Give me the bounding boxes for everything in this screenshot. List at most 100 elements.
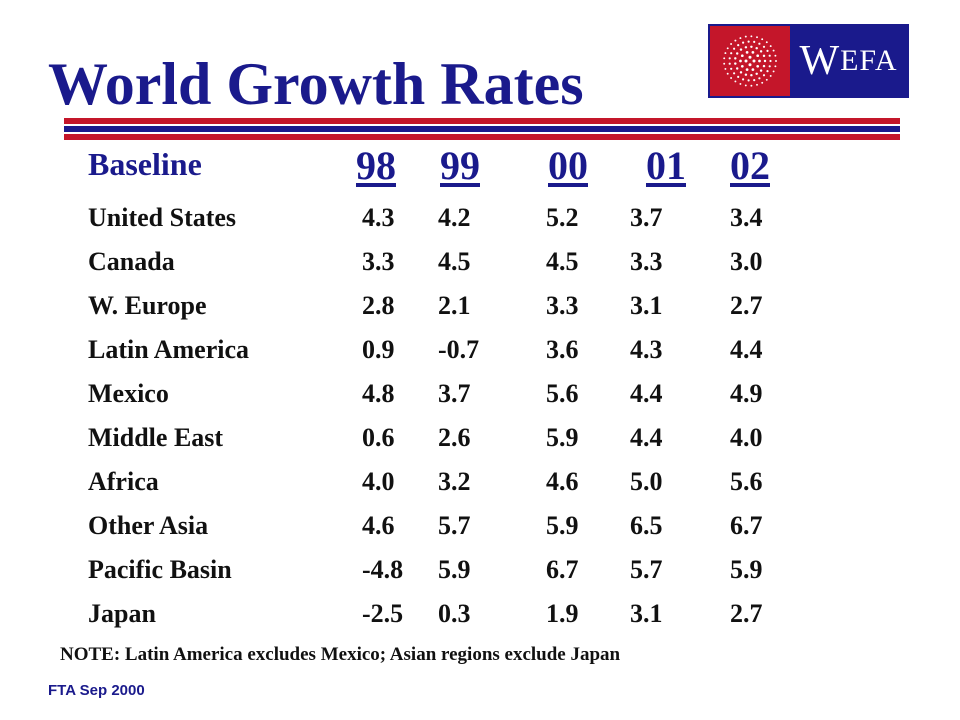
growth-value: 4.4 bbox=[630, 379, 663, 408]
logo-dot bbox=[765, 78, 768, 81]
logo-dot bbox=[772, 49, 775, 52]
logo-dot bbox=[768, 54, 771, 57]
logo-dot bbox=[730, 52, 733, 55]
growth-value: 4.6 bbox=[362, 511, 395, 540]
logo-letter-w: W bbox=[799, 38, 841, 84]
growth-value: 6.7 bbox=[730, 511, 763, 540]
growth-value: -0.7 bbox=[438, 335, 480, 364]
logo-dot bbox=[726, 47, 729, 50]
growth-value: 3.4 bbox=[730, 203, 763, 232]
logo-dot bbox=[744, 73, 748, 76]
logo-dot bbox=[734, 57, 737, 60]
logo-dot bbox=[735, 52, 739, 55]
logo-wordmark: W EFA bbox=[790, 26, 907, 96]
growth-value: 5.9 bbox=[546, 423, 579, 452]
growth-value: 0.3 bbox=[438, 599, 471, 628]
growth-value: 3.7 bbox=[438, 379, 471, 408]
growth-value: 5.2 bbox=[546, 203, 579, 232]
growth-value: 4.2 bbox=[438, 203, 471, 232]
logo-dot bbox=[739, 59, 742, 63]
logo-dot bbox=[730, 43, 733, 45]
logo-dot bbox=[733, 47, 736, 50]
growth-value: 3.3 bbox=[630, 247, 663, 276]
logo-dot bbox=[758, 77, 761, 80]
growth-value: 5.6 bbox=[730, 467, 763, 496]
table-row: Middle East 0.6 2.6 5.9 4.4 4.0 bbox=[0, 423, 960, 467]
divider-red-top bbox=[64, 118, 900, 124]
logo-dot bbox=[774, 65, 777, 68]
logo-dot-globe bbox=[710, 26, 790, 96]
logo-dot bbox=[765, 41, 768, 44]
logo-dot bbox=[756, 36, 758, 39]
growth-value: 3.3 bbox=[362, 247, 395, 276]
region-label: Canada bbox=[88, 247, 175, 276]
growth-value: 5.6 bbox=[546, 379, 579, 408]
logo-dot bbox=[772, 70, 775, 73]
logo-dot bbox=[734, 80, 737, 83]
divider-blue bbox=[64, 126, 900, 132]
growth-value: 4.9 bbox=[730, 379, 763, 408]
logo-dot bbox=[755, 46, 758, 50]
logo-dot bbox=[723, 62, 726, 65]
logo-dot bbox=[726, 72, 729, 75]
logo-dot bbox=[751, 68, 755, 71]
dot-globe-icon bbox=[723, 35, 777, 87]
logo-dot bbox=[737, 44, 740, 47]
table-row: United States 4.3 4.2 5.2 3.7 3.4 bbox=[0, 203, 960, 247]
logo-dot bbox=[751, 51, 755, 54]
growth-value: 0.9 bbox=[362, 335, 395, 364]
growth-value: -2.5 bbox=[362, 599, 404, 628]
logo-dot bbox=[762, 54, 766, 58]
year-header: 00 bbox=[548, 143, 588, 188]
logo-dot bbox=[769, 59, 772, 63]
growth-value: 0.6 bbox=[362, 423, 395, 452]
logo-dot bbox=[753, 79, 756, 82]
growth-value: 4.4 bbox=[630, 423, 663, 452]
growth-value: 4.3 bbox=[630, 335, 663, 364]
logo-dot bbox=[747, 79, 750, 82]
growth-value: 6.7 bbox=[546, 555, 579, 584]
logo-dot bbox=[758, 59, 761, 63]
logo-dot bbox=[747, 40, 750, 43]
logo-dot bbox=[744, 59, 748, 63]
logo-dot bbox=[762, 74, 766, 77]
logo-dot bbox=[748, 55, 752, 59]
table-row: W. Europe 2.8 2.1 3.3 3.1 2.7 bbox=[0, 291, 960, 335]
table-row: Pacific Basin -4.8 5.9 6.7 5.7 5.9 bbox=[0, 555, 960, 599]
logo-dot bbox=[730, 77, 733, 79]
growth-value: 5.9 bbox=[546, 511, 579, 540]
wefa-logo: W EFA bbox=[708, 24, 909, 98]
growth-value: 3.6 bbox=[546, 335, 579, 364]
logo-dot bbox=[756, 64, 760, 68]
growth-value: 6.5 bbox=[630, 511, 663, 540]
logo-dot bbox=[745, 51, 749, 54]
logo-dot bbox=[750, 73, 753, 77]
logo-dot bbox=[724, 52, 727, 55]
divider-red-bottom bbox=[64, 134, 900, 140]
table-row: Japan -2.5 0.3 1.9 3.1 2.7 bbox=[0, 599, 960, 643]
growth-value: 4.3 bbox=[362, 203, 395, 232]
logo-letters-efa: EFA bbox=[840, 44, 898, 77]
table-note: NOTE: Latin America excludes Mexico; Asi… bbox=[60, 644, 621, 665]
growth-value: 3.1 bbox=[630, 599, 663, 628]
logo-dot bbox=[734, 39, 737, 42]
growth-value: 4.0 bbox=[730, 423, 763, 452]
growth-value: 1.9 bbox=[546, 599, 579, 628]
region-label: Pacific Basin bbox=[88, 555, 232, 584]
logo-dot bbox=[763, 59, 767, 63]
logo-dot bbox=[762, 45, 766, 48]
growth-value: 2.7 bbox=[730, 599, 763, 628]
logo-dot bbox=[730, 67, 733, 70]
logo-dot bbox=[742, 78, 745, 81]
logo-dot bbox=[759, 50, 763, 53]
growth-value: 4.6 bbox=[546, 467, 579, 496]
region-label: Latin America bbox=[88, 335, 250, 364]
growth-value: 5.0 bbox=[630, 467, 663, 496]
growth-value: 3.3 bbox=[546, 291, 579, 320]
region-label: Other Asia bbox=[88, 511, 209, 540]
growth-value: 4.8 bbox=[362, 379, 395, 408]
logo-dot bbox=[723, 57, 726, 60]
region-label: Japan bbox=[88, 599, 156, 628]
region-label: W. Europe bbox=[88, 291, 207, 320]
